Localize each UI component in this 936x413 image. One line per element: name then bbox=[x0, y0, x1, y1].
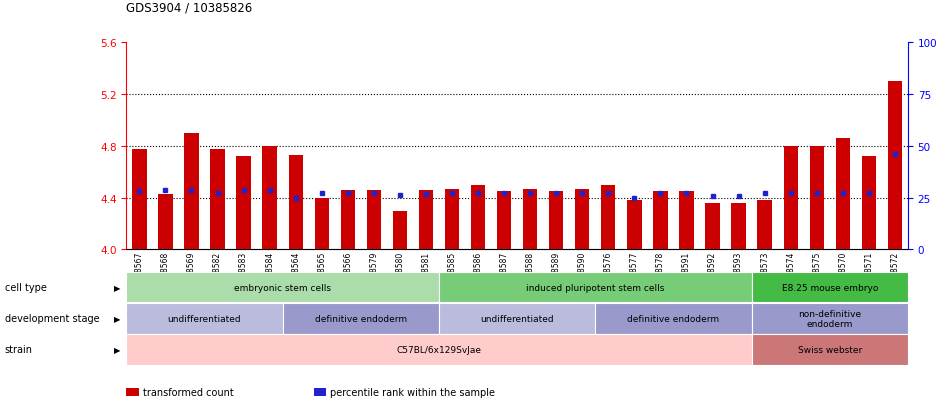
Bar bbox=[680, 192, 694, 250]
Bar bbox=[731, 203, 746, 250]
Bar bbox=[158, 195, 172, 250]
Text: cell type: cell type bbox=[5, 282, 47, 293]
Text: non-definitive
endoderm: non-definitive endoderm bbox=[798, 309, 861, 328]
Text: percentile rank within the sample: percentile rank within the sample bbox=[330, 387, 495, 397]
Bar bbox=[418, 190, 433, 250]
Bar bbox=[549, 192, 563, 250]
Bar bbox=[783, 147, 797, 250]
Bar bbox=[393, 211, 407, 250]
Text: transformed count: transformed count bbox=[143, 387, 234, 397]
Text: definitive endoderm: definitive endoderm bbox=[627, 314, 720, 323]
Text: E8.25 mouse embryo: E8.25 mouse embryo bbox=[782, 283, 878, 292]
Text: undifferentiated: undifferentiated bbox=[480, 314, 554, 323]
Text: induced pluripotent stem cells: induced pluripotent stem cells bbox=[526, 283, 665, 292]
Bar bbox=[601, 185, 616, 250]
Bar bbox=[523, 189, 537, 250]
Text: GDS3904 / 10385826: GDS3904 / 10385826 bbox=[126, 2, 253, 14]
Bar bbox=[497, 192, 511, 250]
Bar bbox=[288, 156, 303, 250]
Bar bbox=[575, 189, 590, 250]
Bar bbox=[627, 201, 641, 250]
Bar bbox=[836, 139, 850, 250]
Text: C57BL/6x129SvJae: C57BL/6x129SvJae bbox=[397, 345, 481, 354]
Bar bbox=[211, 149, 225, 250]
Bar bbox=[887, 82, 902, 250]
Text: ▶: ▶ bbox=[114, 345, 120, 354]
Bar bbox=[341, 190, 355, 250]
Bar bbox=[367, 190, 381, 250]
Bar bbox=[237, 157, 251, 250]
Bar bbox=[132, 149, 147, 250]
Bar bbox=[184, 134, 198, 250]
Bar bbox=[706, 203, 720, 250]
Text: Swiss webster: Swiss webster bbox=[797, 345, 862, 354]
Bar bbox=[262, 147, 277, 250]
Text: ▶: ▶ bbox=[114, 283, 120, 292]
Text: undifferentiated: undifferentiated bbox=[168, 314, 241, 323]
Bar bbox=[653, 192, 667, 250]
Bar bbox=[471, 185, 485, 250]
Text: strain: strain bbox=[5, 344, 33, 355]
Text: ▶: ▶ bbox=[114, 314, 120, 323]
Bar bbox=[810, 147, 824, 250]
Text: embryonic stem cells: embryonic stem cells bbox=[234, 283, 331, 292]
Bar bbox=[314, 198, 329, 250]
Bar bbox=[757, 201, 772, 250]
Text: development stage: development stage bbox=[5, 313, 99, 324]
Bar bbox=[862, 157, 876, 250]
Text: definitive endoderm: definitive endoderm bbox=[314, 314, 407, 323]
Bar bbox=[445, 189, 460, 250]
